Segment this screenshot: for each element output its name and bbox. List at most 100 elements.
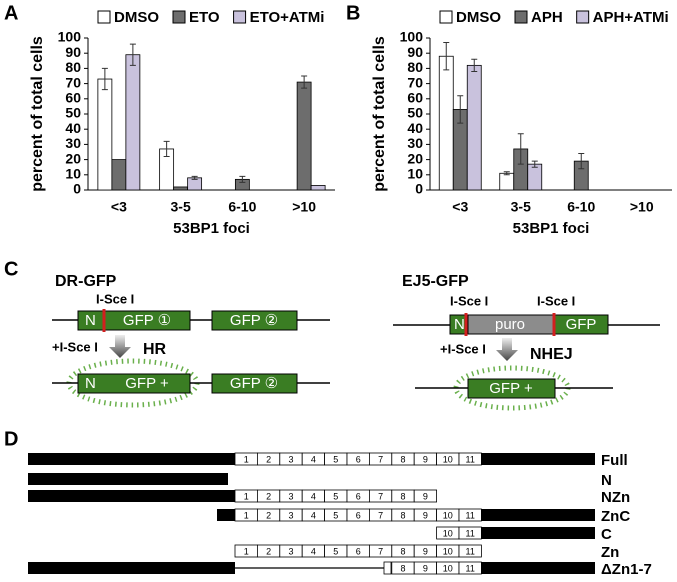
y-tick-label: 0 <box>73 181 81 197</box>
y-tick-label: 50 <box>65 105 81 121</box>
domain-label: 11 <box>466 563 475 573</box>
box-label: N <box>85 312 96 329</box>
enzyme-label: +I-Sce I <box>52 339 98 354</box>
x-tick-label: 6-10 <box>567 199 595 215</box>
x-tick-label: 6-10 <box>228 199 256 215</box>
domain-label: 4 <box>311 491 316 501</box>
gene-box <box>77 373 191 394</box>
y-tick-label: 10 <box>407 166 423 182</box>
bar <box>466 64 482 191</box>
domain-label: 7 <box>378 454 383 464</box>
outcome-label: HR <box>143 341 167 358</box>
domain-label: 8 <box>400 563 405 573</box>
domain-label: 2 <box>266 491 271 501</box>
error-bar <box>503 171 510 176</box>
domain-label: 1 <box>244 454 249 464</box>
legend-label: ETO <box>189 9 220 26</box>
domain-label: 9 <box>423 546 428 556</box>
bar <box>527 163 543 191</box>
domain-label: 5 <box>333 546 338 556</box>
panel-label: C <box>4 258 18 280</box>
panel-label: A <box>4 2 18 24</box>
y-tick-label: 50 <box>407 105 423 121</box>
box-label: GFP ② <box>230 312 278 329</box>
arrow <box>109 335 131 358</box>
y-tick-label: 30 <box>65 135 81 151</box>
domain-label: 2 <box>266 546 271 556</box>
protein-segment <box>28 562 235 574</box>
legend-swatch <box>439 10 453 24</box>
domain-label: 10 <box>443 454 453 464</box>
bar <box>438 55 454 191</box>
x-tick-label: 3-5 <box>171 199 191 215</box>
y-tick-label: 40 <box>65 120 81 136</box>
arrow <box>496 338 518 361</box>
x-tick-label: <3 <box>111 199 127 215</box>
y-tick-label: 80 <box>65 59 81 75</box>
error-bar <box>101 67 108 91</box>
construct-label: Full <box>601 452 628 469</box>
error-bar <box>531 160 538 168</box>
domain-box <box>458 561 482 575</box>
error-bar <box>129 43 136 66</box>
y-tick-label: 100 <box>58 29 82 45</box>
gene-box <box>77 310 191 331</box>
error-bar <box>191 175 198 180</box>
domain-label: 5 <box>333 454 338 464</box>
box-label: puro <box>495 316 525 333</box>
bar <box>125 54 141 191</box>
domain-box <box>458 452 482 466</box>
domain-label: 4 <box>311 546 316 556</box>
domain-label: 11 <box>466 454 475 464</box>
site-label: I-Sce I <box>96 291 134 306</box>
protein-segment <box>28 490 235 502</box>
domain-label: 6 <box>356 510 361 520</box>
domain-label: 3 <box>288 510 293 520</box>
domain-label: 8 <box>400 454 405 464</box>
legend-label: APH <box>531 9 563 26</box>
y-tick-label: 90 <box>407 44 423 60</box>
domain-label: 4 <box>311 454 316 464</box>
error-bar <box>471 58 478 72</box>
site-label: I-Sce I <box>450 293 488 308</box>
error-bar <box>578 153 585 170</box>
box-label: GFP ① <box>123 312 171 329</box>
domain-label: 8 <box>400 510 405 520</box>
x-axis-label: 53BP1 foci <box>173 220 250 237</box>
domain-label: 3 <box>288 454 293 464</box>
y-tick-label: 100 <box>400 29 424 45</box>
domain-box <box>458 544 482 558</box>
bar <box>173 186 189 191</box>
construct-label: NZn <box>601 489 630 506</box>
bar <box>111 159 127 191</box>
legend-label: DMSO <box>456 9 501 26</box>
domain-label: 9 <box>423 510 428 520</box>
box-label: GFP + <box>489 380 533 397</box>
site-label: I-Sce I <box>537 293 575 308</box>
error-bar <box>301 75 308 89</box>
domain-label: 11 <box>466 546 475 556</box>
domain-label: 11 <box>466 510 475 520</box>
protein-segment <box>481 453 595 465</box>
construct-title: DR-GFP <box>55 273 117 290</box>
domain-label: 10 <box>443 563 453 573</box>
box-label: GFP + <box>125 375 169 392</box>
domain-label: 9 <box>423 491 428 501</box>
box-label: GFP ② <box>230 375 278 392</box>
domain-label: 7 <box>378 546 383 556</box>
y-tick-label: 80 <box>407 59 423 75</box>
protein-segment <box>217 509 235 521</box>
domain-label: 2 <box>266 510 271 520</box>
protein-segment <box>28 473 228 485</box>
bar <box>296 81 312 191</box>
gene-box <box>467 378 556 399</box>
domain-label: 7 <box>378 491 383 501</box>
domain-label: 10 <box>443 528 453 538</box>
y-tick-label: 10 <box>65 166 81 182</box>
protein-segment <box>481 562 595 574</box>
gene-box <box>211 310 298 331</box>
domain-label: 11 <box>466 528 475 538</box>
legend-swatch <box>576 10 590 24</box>
domain-label: 8 <box>400 491 405 501</box>
